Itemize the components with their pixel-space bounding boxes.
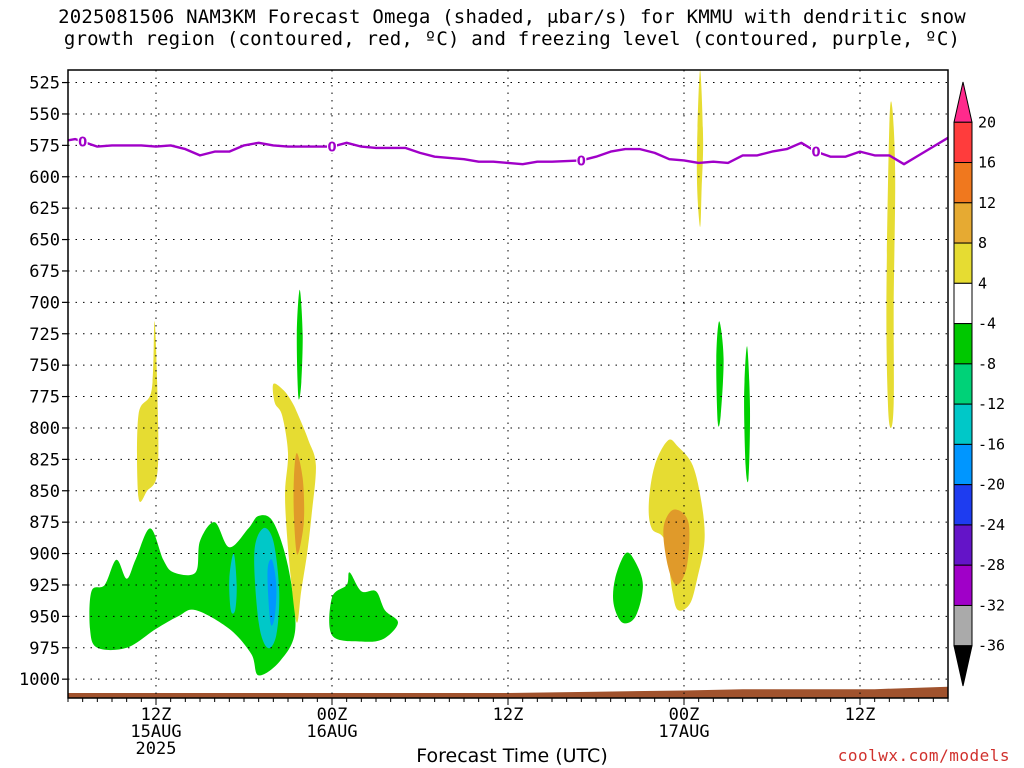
omega-region-green-right-blob	[613, 552, 643, 624]
credit-link[interactable]: coolwx.com/models	[837, 746, 1010, 765]
x-tick-date-label: 17AUG	[658, 722, 709, 742]
colorbar-swatch	[953, 363, 973, 405]
x-tick-date-label: 16AUG	[306, 722, 357, 742]
colorbar-label: -36	[978, 637, 1005, 655]
colorbar-label: 4	[978, 274, 987, 292]
y-tick-label: 550	[29, 105, 60, 125]
y-tick-label: 675	[29, 262, 60, 282]
omega-region-cyan-small	[229, 553, 237, 614]
freezing-level-contour: 0 0 0 0	[68, 134, 948, 169]
y-tick-label: 650	[29, 231, 60, 251]
colorbar-swatch	[953, 121, 973, 164]
colorbar-swatch	[953, 484, 973, 526]
colorbar-label: -12	[978, 395, 1005, 413]
colorbar-label: -16	[978, 435, 1005, 453]
colorbar-label: 12	[978, 194, 996, 212]
chart-title: 2025081506 NAM3KM Forecast Omega (shaded…	[0, 6, 1024, 50]
colorbar: 20 16 12 8 4 -4 -8 -12 -16 -20 -24 -28 -32 -36	[953, 81, 1005, 687]
y-tick-label: 825	[29, 450, 60, 470]
colorbar-label: -32	[978, 596, 1005, 614]
omega-shading	[89, 70, 896, 676]
x-tick-date-label: 2025	[136, 739, 177, 759]
y-tick-label: 925	[29, 576, 60, 596]
y-tick-label: 625	[29, 199, 60, 219]
omega-region-yellow-right-streak	[886, 101, 896, 429]
colorbar-swatch	[953, 162, 973, 204]
omega-region-green-streak-a	[296, 289, 303, 400]
chart-title-line-1: 2025081506 NAM3KM Forecast Omega (shaded…	[58, 6, 966, 28]
omega-region-green-mid	[329, 572, 399, 642]
colorbar-label: 8	[978, 234, 987, 252]
colorbar-swatch	[953, 282, 973, 325]
freezing-level-line	[68, 136, 948, 166]
colorbar-label: 16	[978, 154, 996, 172]
freezing-level-label: 0	[327, 141, 336, 156]
y-tick-label: 600	[29, 168, 60, 188]
y-tick-label: 875	[29, 513, 60, 533]
colorbar-swatch	[953, 323, 973, 365]
freezing-label-bg	[327, 139, 337, 154]
omega-region-orange-mid	[293, 453, 305, 555]
freezing-level-label: 0	[811, 146, 820, 161]
y-tick-label: 775	[29, 388, 60, 408]
y-tick-label: 575	[29, 136, 60, 156]
ground-layer	[68, 686, 948, 698]
colorbar-label: -28	[978, 556, 1005, 574]
ground-fill	[68, 686, 948, 698]
colorbar-swatch	[953, 524, 973, 566]
colorbar-label: -4	[978, 315, 996, 333]
x-tick-label: 00Z	[317, 705, 348, 725]
y-tick-label: 975	[29, 639, 60, 659]
chart-title-line-2: growth region (contoured, red, ºC) and f…	[63, 28, 961, 50]
x-tick-label: 12Z	[141, 705, 172, 725]
omega-region-green-streak-c	[744, 346, 751, 483]
freezing-level-label: 0	[78, 136, 87, 151]
colorbar-swatch	[953, 443, 973, 486]
colorbar-label: 20	[978, 113, 996, 131]
omega-region-yellow-top-streak	[696, 70, 704, 227]
y-tick-label: 725	[29, 325, 60, 345]
x-axis-title: Forecast Time (UTC)	[416, 745, 608, 767]
x-tick-date-label: 15AUG	[130, 722, 181, 742]
colorbar-label: -24	[978, 516, 1005, 534]
y-tick-label: 900	[29, 545, 60, 565]
y-tick-label: 850	[29, 482, 60, 502]
y-tick-label: 700	[29, 293, 60, 313]
y-tick-label: 800	[29, 419, 60, 439]
omega-region-yellow-left-streak	[137, 321, 159, 502]
y-axis: 525 550 575 600 625 650 675 700 725 750 775 800 825 8…	[19, 74, 68, 690]
colorbar-label: -8	[978, 355, 996, 373]
y-tick-label: 750	[29, 356, 60, 376]
freezing-label-bg	[77, 134, 88, 149]
colorbar-swatch	[953, 242, 973, 284]
omega-region-orange-right	[663, 509, 690, 585]
y-tick-label: 1000	[19, 670, 60, 690]
x-tick-label: 12Z	[493, 705, 524, 725]
omega-region-green-streak-b	[716, 321, 724, 427]
colorbar-swatch	[953, 564, 973, 606]
colorbar-swatch	[953, 403, 973, 445]
y-tick-label: 525	[29, 74, 60, 94]
x-tick-label: 00Z	[669, 705, 700, 725]
freezing-level-label: 0	[577, 154, 586, 169]
y-tick-label: 950	[29, 607, 60, 627]
colorbar-swatch	[953, 202, 973, 244]
x-tick-label: 12Z	[845, 705, 876, 725]
colorbar-label: -20	[978, 476, 1005, 494]
freezing-label-bg	[576, 153, 587, 168]
omega-region-green-low-left	[89, 515, 296, 676]
colorbar-swatch	[953, 81, 973, 123]
freezing-label-bg	[811, 144, 821, 159]
colorbar-swatch	[953, 645, 973, 687]
colorbar-swatch	[953, 604, 973, 647]
omega-region-blue-core	[267, 559, 277, 626]
